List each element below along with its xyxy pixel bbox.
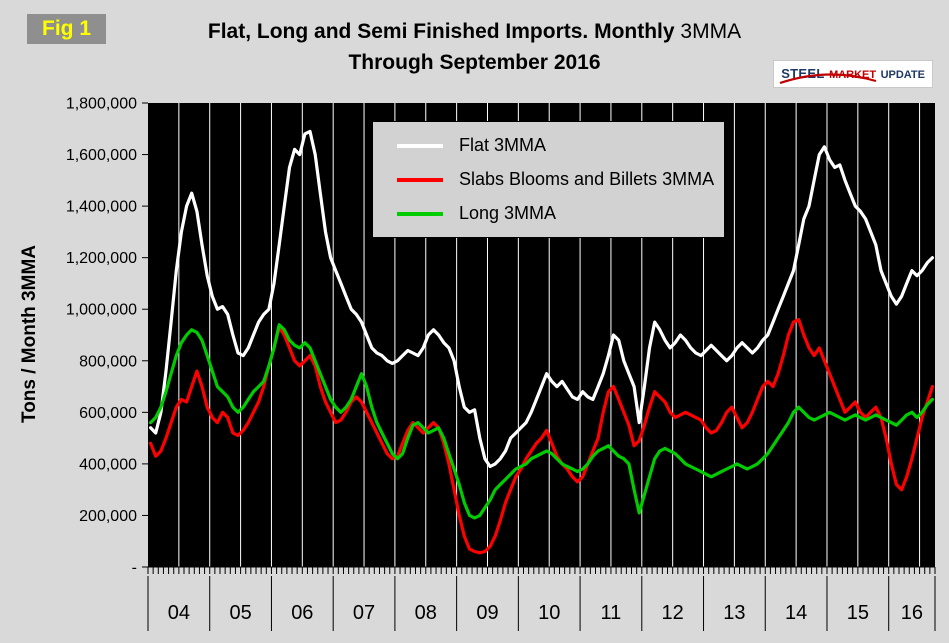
fig-label: Fig 1: [27, 14, 107, 44]
legend-item-slabs: Slabs Blooms and Billets 3MMA: [397, 169, 724, 190]
series-line-2: [149, 323, 935, 520]
legend: Flat 3MMA Slabs Blooms and Billets 3MMA …: [372, 121, 725, 238]
legend-item-flat: Flat 3MMA: [397, 135, 724, 156]
x-year-label: 10: [538, 602, 560, 624]
logo-update-text: UPDATE: [880, 69, 925, 81]
chart-title: Flat, Long and Semi Finished Imports. Mo…: [0, 20, 949, 75]
y-tick-label: 800,000: [79, 353, 137, 370]
x-year-label: 15: [847, 602, 869, 624]
title-line1-bold: Flat, Long and Semi Finished Imports. Mo…: [207, 20, 675, 43]
y-tick-label: 600,000: [79, 405, 137, 422]
y-tick-label: 400,000: [79, 456, 137, 473]
x-year-label: 06: [291, 602, 313, 624]
x-year-label: 09: [476, 602, 498, 624]
y-tick-label: 1,200,000: [66, 250, 137, 267]
x-year-label: 16: [901, 602, 923, 624]
legend-swatch-slabs: [397, 177, 443, 182]
x-year-label: 14: [785, 602, 807, 624]
logo-steel-text: STEEL: [781, 66, 825, 81]
y-tick-label: 1,000,000: [66, 302, 137, 319]
legend-swatch-long: [397, 211, 443, 216]
y-axis-title: Tons / Month 3MMA: [19, 244, 40, 424]
y-tick-label: -: [132, 560, 137, 577]
legend-item-long: Long 3MMA: [397, 203, 724, 224]
x-year-label: 07: [353, 602, 375, 624]
legend-label-flat: Flat 3MMA: [459, 135, 547, 155]
x-year-label: 05: [229, 602, 251, 624]
title-line2: Through September 2016: [348, 51, 601, 74]
y-tick-label: 1,800,000: [66, 96, 137, 113]
x-year-label: 04: [168, 602, 190, 624]
x-year-label: 12: [662, 602, 684, 624]
x-year-label: 08: [415, 602, 437, 624]
x-year-label: 11: [601, 602, 622, 624]
y-tick-label: 1,400,000: [66, 199, 137, 216]
x-year-label: 13: [723, 602, 745, 624]
y-tick-label: 200,000: [79, 508, 137, 525]
smu-logo: STEEL MARKET UPDATE: [773, 60, 933, 88]
legend-swatch-flat: [397, 143, 443, 148]
logo-swoosh-icon: [779, 73, 877, 85]
legend-label-long: Long 3MMA: [459, 203, 557, 223]
series-line-0: [149, 129, 935, 469]
title-line1: Flat, Long and Semi Finished Imports. Mo…: [0, 20, 949, 44]
legend-label-slabs: Slabs Blooms and Billets 3MMA: [459, 169, 715, 189]
series-line-1: [149, 317, 935, 555]
y-tick-label: 1,600,000: [66, 147, 137, 164]
title-line1-regular: 3MMA: [680, 20, 742, 43]
